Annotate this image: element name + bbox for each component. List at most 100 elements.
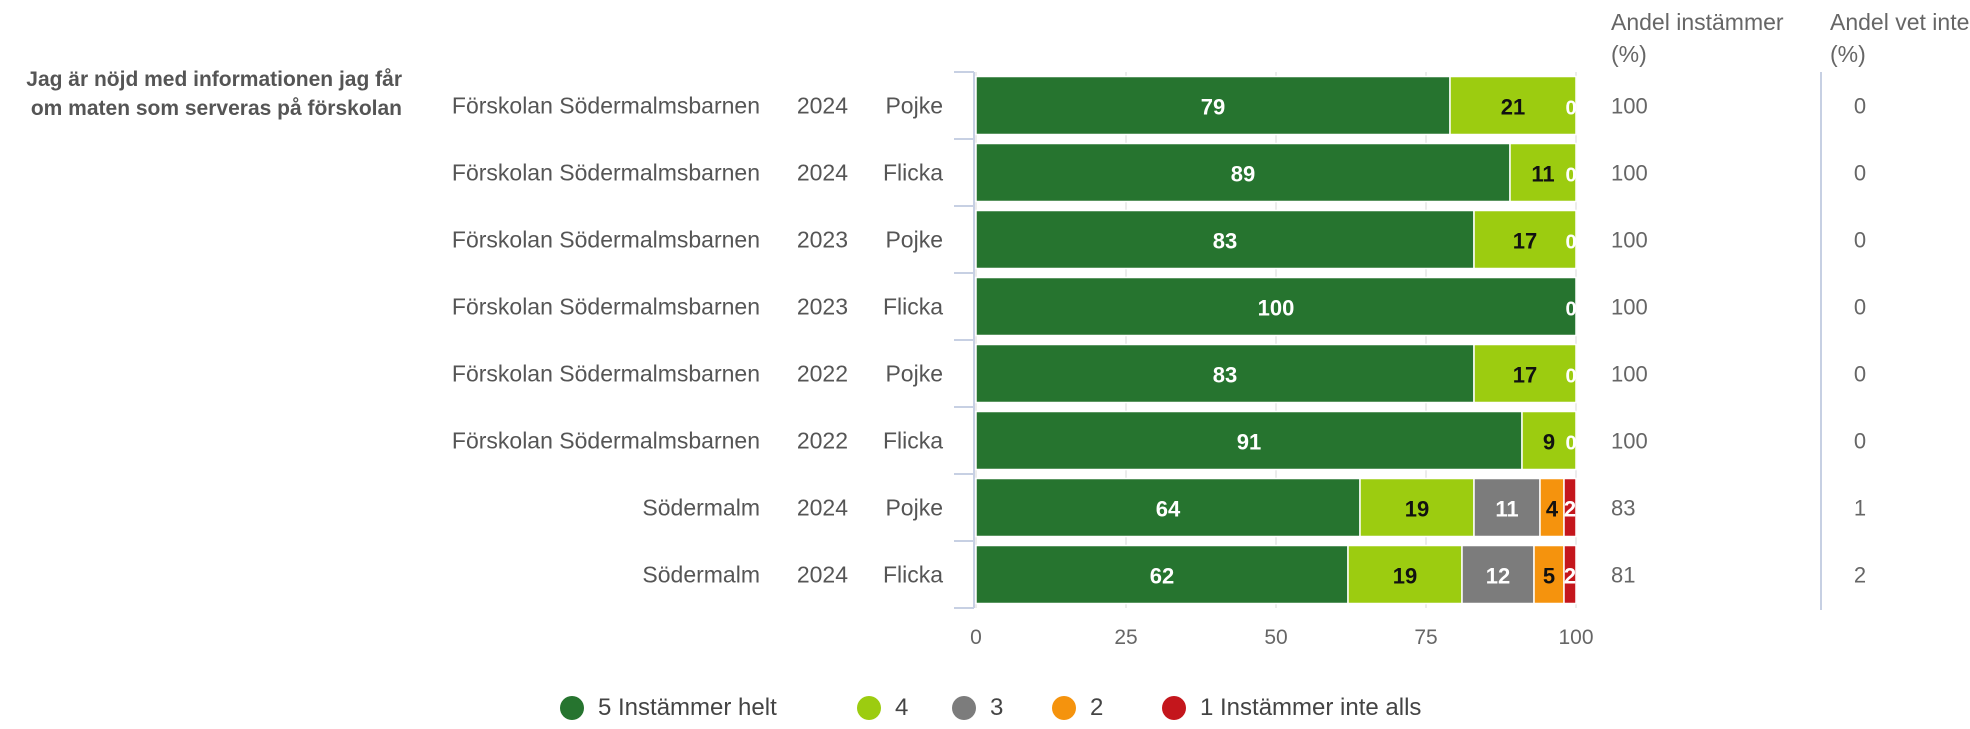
legend-item-1[interactable]: 1 Instämmer inte alls [1162, 690, 1421, 726]
bar-value-label: 11 [1495, 497, 1518, 522]
category-label-unit: Förskolan Södermalmsbarnen [452, 294, 760, 320]
andel-vet-inte-value: 0 [1854, 228, 1866, 253]
andel-instammer-value: 81 [1611, 563, 1635, 588]
legend-dot-4 [857, 696, 881, 720]
x-tick-label: 25 [1114, 626, 1137, 649]
bar-zero-label: 0 [1565, 98, 1576, 120]
bar-zero-label: 0 [1565, 366, 1576, 388]
category-label-unit: Förskolan Södermalmsbarnen [452, 93, 760, 119]
category-label-gender: Pojke [885, 227, 943, 253]
bar-segment-4 [1521, 410, 1577, 471]
category-label-year: 2024 [797, 562, 848, 588]
legend-label-4: 4 [895, 694, 909, 721]
bar-value-label: 62 [1150, 564, 1174, 589]
bar-value-label: 17 [1513, 363, 1537, 388]
andel-instammer-value: 83 [1611, 496, 1635, 521]
legend-item-3[interactable]: 3 [952, 690, 1003, 726]
category-label-unit: Förskolan Södermalmsbarnen [452, 361, 760, 387]
legend-dot-2 [1052, 696, 1076, 720]
category-label-gender: Flicka [883, 562, 943, 588]
andel-vet-inte-value: 0 [1854, 429, 1866, 454]
category-label-unit: Södermalm [642, 495, 760, 521]
bar-segment-4 [1359, 477, 1475, 538]
legend-label-5: 5 Instämmer helt [598, 694, 777, 721]
bar-segment-1 [1563, 544, 1577, 605]
bar-value-label: 2 [1564, 497, 1576, 522]
category-label-unit: Förskolan Södermalmsbarnen [452, 227, 760, 253]
legend: 5 Instämmer helt 4 3 2 1 Instämmer inte … [0, 690, 1970, 726]
bar-segment-4 [1347, 544, 1463, 605]
andel-instammer-header: Andel instämmer (%) [1611, 9, 1784, 67]
bar-segment-4 [1509, 142, 1577, 203]
category-label-unit: Södermalm [642, 562, 760, 588]
bar-value-label: 5 [1543, 564, 1555, 589]
andel-vet-inte-value: 0 [1854, 161, 1866, 186]
bar-segment-3 [1473, 477, 1541, 538]
andel-vet-inte-header: Andel vet inte (%) [1830, 9, 1970, 67]
legend-label-3: 3 [990, 694, 1004, 721]
bar-segment-5 [975, 209, 1475, 270]
bar-zero-label: 0 [1565, 433, 1576, 455]
andel-instammer-value: 100 [1611, 429, 1648, 454]
bar-value-label: 89 [1231, 162, 1255, 187]
andel-vet-inte-value: 2 [1854, 563, 1866, 588]
bar-value-label: 79 [1201, 95, 1225, 120]
x-tick-label: 50 [1264, 626, 1287, 649]
andel-vet-inte-value: 0 [1854, 94, 1866, 119]
category-label-gender: Pojke [885, 93, 943, 119]
x-tick-label: 75 [1414, 626, 1437, 649]
bar-segment-5 [975, 410, 1523, 471]
bar-value-label: 83 [1213, 363, 1237, 388]
bar-value-label: 100 [1258, 296, 1295, 321]
bar-segment-2 [1533, 544, 1565, 605]
andel-vet-inte-value: 0 [1854, 295, 1866, 320]
andel-vet-inte-value: 0 [1854, 362, 1866, 387]
category-label-gender: Flicka [883, 294, 943, 320]
bar-segment-4 [1473, 343, 1577, 404]
category-label-unit: Förskolan Södermalmsbarnen [452, 160, 760, 186]
bar-segment-5 [975, 343, 1475, 404]
legend-item-2[interactable]: 2 [1052, 690, 1103, 726]
category-label-year: 2023 [797, 227, 848, 253]
bar-value-label: 11 [1531, 162, 1554, 187]
bar-zero-label: 0 [1565, 299, 1576, 321]
category-label-unit: Förskolan Södermalmsbarnen [452, 428, 760, 454]
bar-segment-1 [1563, 477, 1577, 538]
andel-instammer-value: 100 [1611, 362, 1648, 387]
bar-value-label: 4 [1546, 497, 1559, 522]
bar-value-label: 91 [1237, 430, 1261, 455]
bar-segment-5 [975, 75, 1451, 136]
bar-segment-5 [975, 142, 1511, 203]
bar-segment-5 [975, 477, 1361, 538]
category-label-year: 2022 [797, 428, 848, 454]
bar-value-label: 2 [1564, 564, 1576, 589]
legend-label-1: 1 Instämmer inte alls [1200, 694, 1422, 721]
bar-zero-label: 0 [1565, 232, 1576, 254]
bar-value-label: 19 [1405, 497, 1429, 522]
bar-zero-label: 0 [1565, 165, 1576, 187]
category-label-year: 2024 [797, 495, 848, 521]
category-label-year: 2024 [797, 93, 848, 119]
category-label-year: 2023 [797, 294, 848, 320]
legend-dot-5 [560, 696, 584, 720]
category-label-year: 2022 [797, 361, 848, 387]
bar-segment-4 [1449, 75, 1577, 136]
question-label: Jag är nöjd med informationen jag får om… [26, 68, 402, 120]
bar-segment-5 [975, 276, 1577, 337]
bar-value-label: 12 [1486, 564, 1510, 589]
legend-item-4[interactable]: 4 [857, 690, 908, 726]
legend-label-2: 2 [1090, 694, 1104, 721]
bar-value-label: 19 [1393, 564, 1417, 589]
andel-instammer-value: 100 [1611, 228, 1648, 253]
category-label-gender: Pojke [885, 361, 943, 387]
andel-instammer-value: 100 [1611, 295, 1648, 320]
bar-segment-5 [975, 544, 1349, 605]
bar-value-label: 64 [1156, 497, 1181, 522]
category-label-gender: Flicka [883, 160, 943, 186]
bar-value-label: 9 [1543, 430, 1555, 455]
category-label-year: 2024 [797, 160, 848, 186]
category-label-gender: Flicka [883, 428, 943, 454]
legend-item-5[interactable]: 5 Instämmer helt [560, 690, 777, 726]
andel-instammer-value: 100 [1611, 94, 1648, 119]
